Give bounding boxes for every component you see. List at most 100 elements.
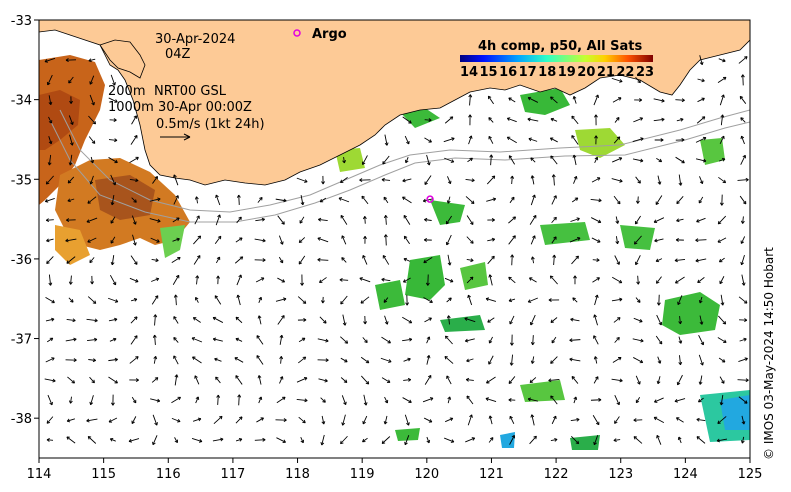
current-vector-head bbox=[448, 297, 452, 301]
current-vector bbox=[464, 317, 476, 323]
current-vector bbox=[488, 355, 494, 365]
current-vector-head bbox=[173, 174, 177, 178]
current-vector bbox=[635, 297, 641, 303]
current-vector bbox=[445, 335, 453, 345]
current-vector-head bbox=[720, 114, 725, 118]
current-vector-head bbox=[134, 316, 138, 320]
current-vector-head bbox=[509, 321, 513, 325]
current-vector bbox=[87, 436, 97, 444]
current-vector bbox=[424, 119, 432, 121]
current-vector bbox=[149, 198, 161, 202]
current-vector bbox=[402, 338, 412, 342]
current-vector bbox=[48, 116, 52, 124]
current-vector-head bbox=[65, 238, 69, 243]
current-vector-head bbox=[449, 417, 454, 422]
current-vector bbox=[570, 318, 580, 322]
current-vector-head bbox=[508, 97, 512, 101]
current-vector-head bbox=[489, 154, 494, 158]
current-vector-head bbox=[235, 316, 240, 321]
current-vector-head bbox=[446, 315, 451, 319]
current-vector-head bbox=[197, 235, 202, 239]
current-vector bbox=[635, 176, 641, 184]
current-vector bbox=[298, 337, 306, 343]
current-vector bbox=[676, 196, 684, 204]
current-vector-head bbox=[68, 281, 73, 285]
current-vector-head bbox=[466, 395, 470, 399]
current-vector bbox=[531, 356, 535, 364]
current-vector bbox=[154, 314, 156, 326]
current-vector-head bbox=[717, 420, 721, 424]
current-vector-head bbox=[658, 340, 663, 345]
current-vector-head bbox=[279, 241, 284, 245]
current-vector-head bbox=[640, 338, 644, 343]
current-vector-head bbox=[217, 235, 222, 240]
current-vector bbox=[466, 276, 474, 284]
current-vector-head bbox=[256, 335, 260, 339]
current-vector-head bbox=[133, 115, 137, 119]
current-vector bbox=[340, 336, 348, 344]
current-vector-head bbox=[177, 396, 181, 401]
current-vector-head bbox=[468, 135, 473, 139]
current-vector bbox=[173, 174, 179, 186]
current-vector bbox=[152, 176, 158, 184]
current-vector-head bbox=[721, 94, 725, 98]
current-vector-head bbox=[426, 336, 431, 340]
current-vector bbox=[550, 395, 558, 405]
current-vector-head bbox=[51, 299, 55, 304]
current-vector-head bbox=[740, 220, 745, 224]
current-vector bbox=[87, 338, 97, 342]
current-vector bbox=[280, 356, 282, 364]
current-vector-head bbox=[86, 418, 90, 423]
current-vector-head bbox=[554, 437, 558, 442]
current-vector bbox=[151, 259, 159, 261]
current-vector-head bbox=[508, 380, 513, 385]
sst-patch-d bbox=[700, 138, 725, 165]
current-vector-head bbox=[661, 117, 665, 122]
current-vector bbox=[679, 316, 681, 324]
current-vector-head bbox=[236, 194, 241, 198]
current-vector bbox=[695, 239, 707, 241]
current-vector-head bbox=[637, 381, 641, 385]
current-vector bbox=[381, 278, 391, 282]
contour2-label: 1000m bbox=[108, 100, 154, 115]
current-vector bbox=[527, 118, 539, 122]
current-vector-head bbox=[281, 221, 285, 225]
current-vector bbox=[741, 436, 745, 444]
current-vector-head bbox=[529, 379, 534, 384]
current-vector-head bbox=[575, 255, 579, 260]
current-vector-head bbox=[450, 159, 455, 163]
current-vector bbox=[550, 96, 558, 104]
current-vector-head bbox=[238, 216, 242, 221]
current-vector bbox=[321, 415, 325, 425]
current-vector-head bbox=[677, 301, 681, 306]
current-vector bbox=[573, 176, 577, 184]
current-vector-head bbox=[300, 201, 305, 206]
current-vector bbox=[614, 395, 620, 405]
current-vector bbox=[653, 118, 665, 122]
current-vector-head bbox=[593, 441, 597, 446]
lat-tick-label: -34 bbox=[11, 94, 32, 109]
current-vector-head bbox=[304, 179, 308, 183]
current-vector bbox=[319, 316, 327, 324]
current-vector-head bbox=[403, 257, 408, 262]
current-vector-head bbox=[446, 200, 451, 204]
current-vector-head bbox=[363, 402, 368, 406]
current-vector bbox=[193, 235, 201, 245]
current-vector-head bbox=[134, 261, 138, 265]
current-vector-head bbox=[491, 218, 495, 222]
current-vector-head bbox=[444, 356, 448, 360]
current-vector-head bbox=[319, 198, 324, 203]
current-vector-head bbox=[283, 198, 287, 203]
current-vector bbox=[193, 317, 201, 323]
current-vector bbox=[108, 358, 118, 362]
current-vector-head bbox=[744, 318, 748, 323]
current-vector-head bbox=[365, 359, 370, 364]
current-vector-head bbox=[444, 335, 449, 340]
current-vector-head bbox=[110, 201, 115, 206]
current-vector-head bbox=[406, 422, 410, 426]
current-vector-head bbox=[697, 279, 701, 284]
current-vector bbox=[634, 235, 642, 245]
current-vector-head bbox=[65, 58, 69, 63]
current-vector-head bbox=[640, 158, 644, 163]
current-vector-head bbox=[470, 258, 474, 263]
